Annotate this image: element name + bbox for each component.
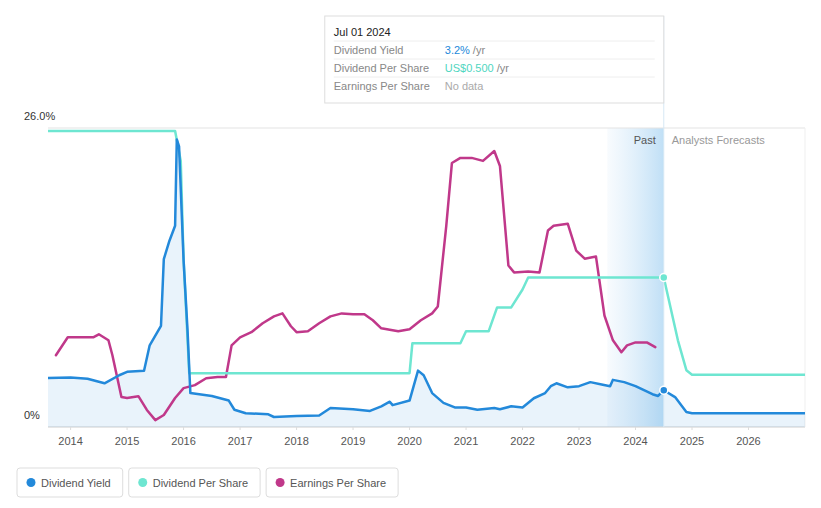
x-tick-label: 2021 bbox=[454, 435, 478, 447]
tooltip-divider bbox=[334, 41, 655, 42]
x-tick bbox=[353, 427, 354, 430]
x-tick bbox=[409, 427, 410, 430]
chart: 0% 26.0% 2014 2015 2016 2017 2018 2019 2020 2021 2… bbox=[0, 0, 821, 508]
legend-label: Dividend Per Share bbox=[153, 477, 248, 489]
past-label: Past bbox=[634, 134, 656, 146]
legend-swatch bbox=[138, 478, 147, 487]
legend-box bbox=[266, 468, 398, 497]
legend-label: Earnings Per Share bbox=[290, 477, 386, 489]
tooltip-value: 3.2% bbox=[445, 44, 470, 56]
legend-swatch bbox=[276, 478, 285, 487]
legend-item: Dividend Yield bbox=[17, 468, 123, 497]
grid-line bbox=[48, 128, 805, 129]
plot-area bbox=[48, 131, 805, 427]
tooltip-value: US$0.500 bbox=[445, 62, 494, 74]
legend-box bbox=[17, 468, 123, 497]
x-tick bbox=[748, 427, 749, 430]
x-tick bbox=[635, 427, 636, 430]
x-tick bbox=[522, 427, 523, 430]
tooltip-label: Earnings Per Share bbox=[334, 80, 430, 92]
x-tick bbox=[466, 427, 467, 430]
x-tick bbox=[127, 427, 128, 430]
x-tick-label: 2023 bbox=[567, 435, 591, 447]
x-tick-label: 2015 bbox=[115, 435, 139, 447]
legend-item: Dividend Per Share bbox=[129, 468, 260, 497]
tooltip-date: Jul 01 2024 bbox=[334, 26, 391, 38]
y-tick-label: 26.0% bbox=[24, 110, 55, 122]
x-tick bbox=[240, 427, 241, 430]
line bbox=[48, 131, 805, 375]
x-tick-label: 2026 bbox=[736, 435, 760, 447]
tooltip-label: Dividend Yield bbox=[334, 44, 404, 56]
tooltip-label: Dividend Per Share bbox=[334, 62, 429, 74]
x-tick bbox=[296, 427, 297, 430]
x-tick-label: 2024 bbox=[623, 435, 647, 447]
x-tick-label: 2014 bbox=[58, 435, 82, 447]
tooltip-unit: /yr bbox=[497, 62, 510, 74]
tooltip-value: No data bbox=[445, 80, 484, 92]
legend-label: Dividend Yield bbox=[41, 477, 111, 489]
tooltip-divider bbox=[334, 59, 655, 60]
x-tick-label: 2018 bbox=[284, 435, 308, 447]
tooltip-box bbox=[325, 16, 664, 103]
line bbox=[56, 151, 655, 420]
x-tick bbox=[579, 427, 580, 430]
legend-box bbox=[129, 468, 260, 497]
x-tick bbox=[70, 427, 71, 430]
line bbox=[48, 140, 805, 417]
x-tick-label: 2020 bbox=[397, 435, 421, 447]
x-tick bbox=[692, 427, 693, 430]
forecast-label: Analysts Forecasts bbox=[672, 134, 765, 146]
x-tick-label: 2016 bbox=[171, 435, 195, 447]
x-tick-label: 2017 bbox=[228, 435, 252, 447]
x-tick-label: 2019 bbox=[341, 435, 365, 447]
area bbox=[48, 140, 805, 428]
y2-axis bbox=[805, 128, 806, 427]
tooltip-divider bbox=[334, 77, 655, 78]
x-tick bbox=[183, 427, 184, 430]
hover-dot bbox=[660, 386, 668, 394]
legend-swatch bbox=[27, 478, 36, 487]
tooltip-unit: /yr bbox=[473, 44, 486, 56]
y-tick-label: 0% bbox=[24, 409, 40, 421]
x-tick-label: 2022 bbox=[510, 435, 534, 447]
x-tick-label: 2025 bbox=[680, 435, 704, 447]
hover-dot bbox=[660, 274, 668, 282]
legend-item: Earnings Per Share bbox=[266, 468, 398, 497]
